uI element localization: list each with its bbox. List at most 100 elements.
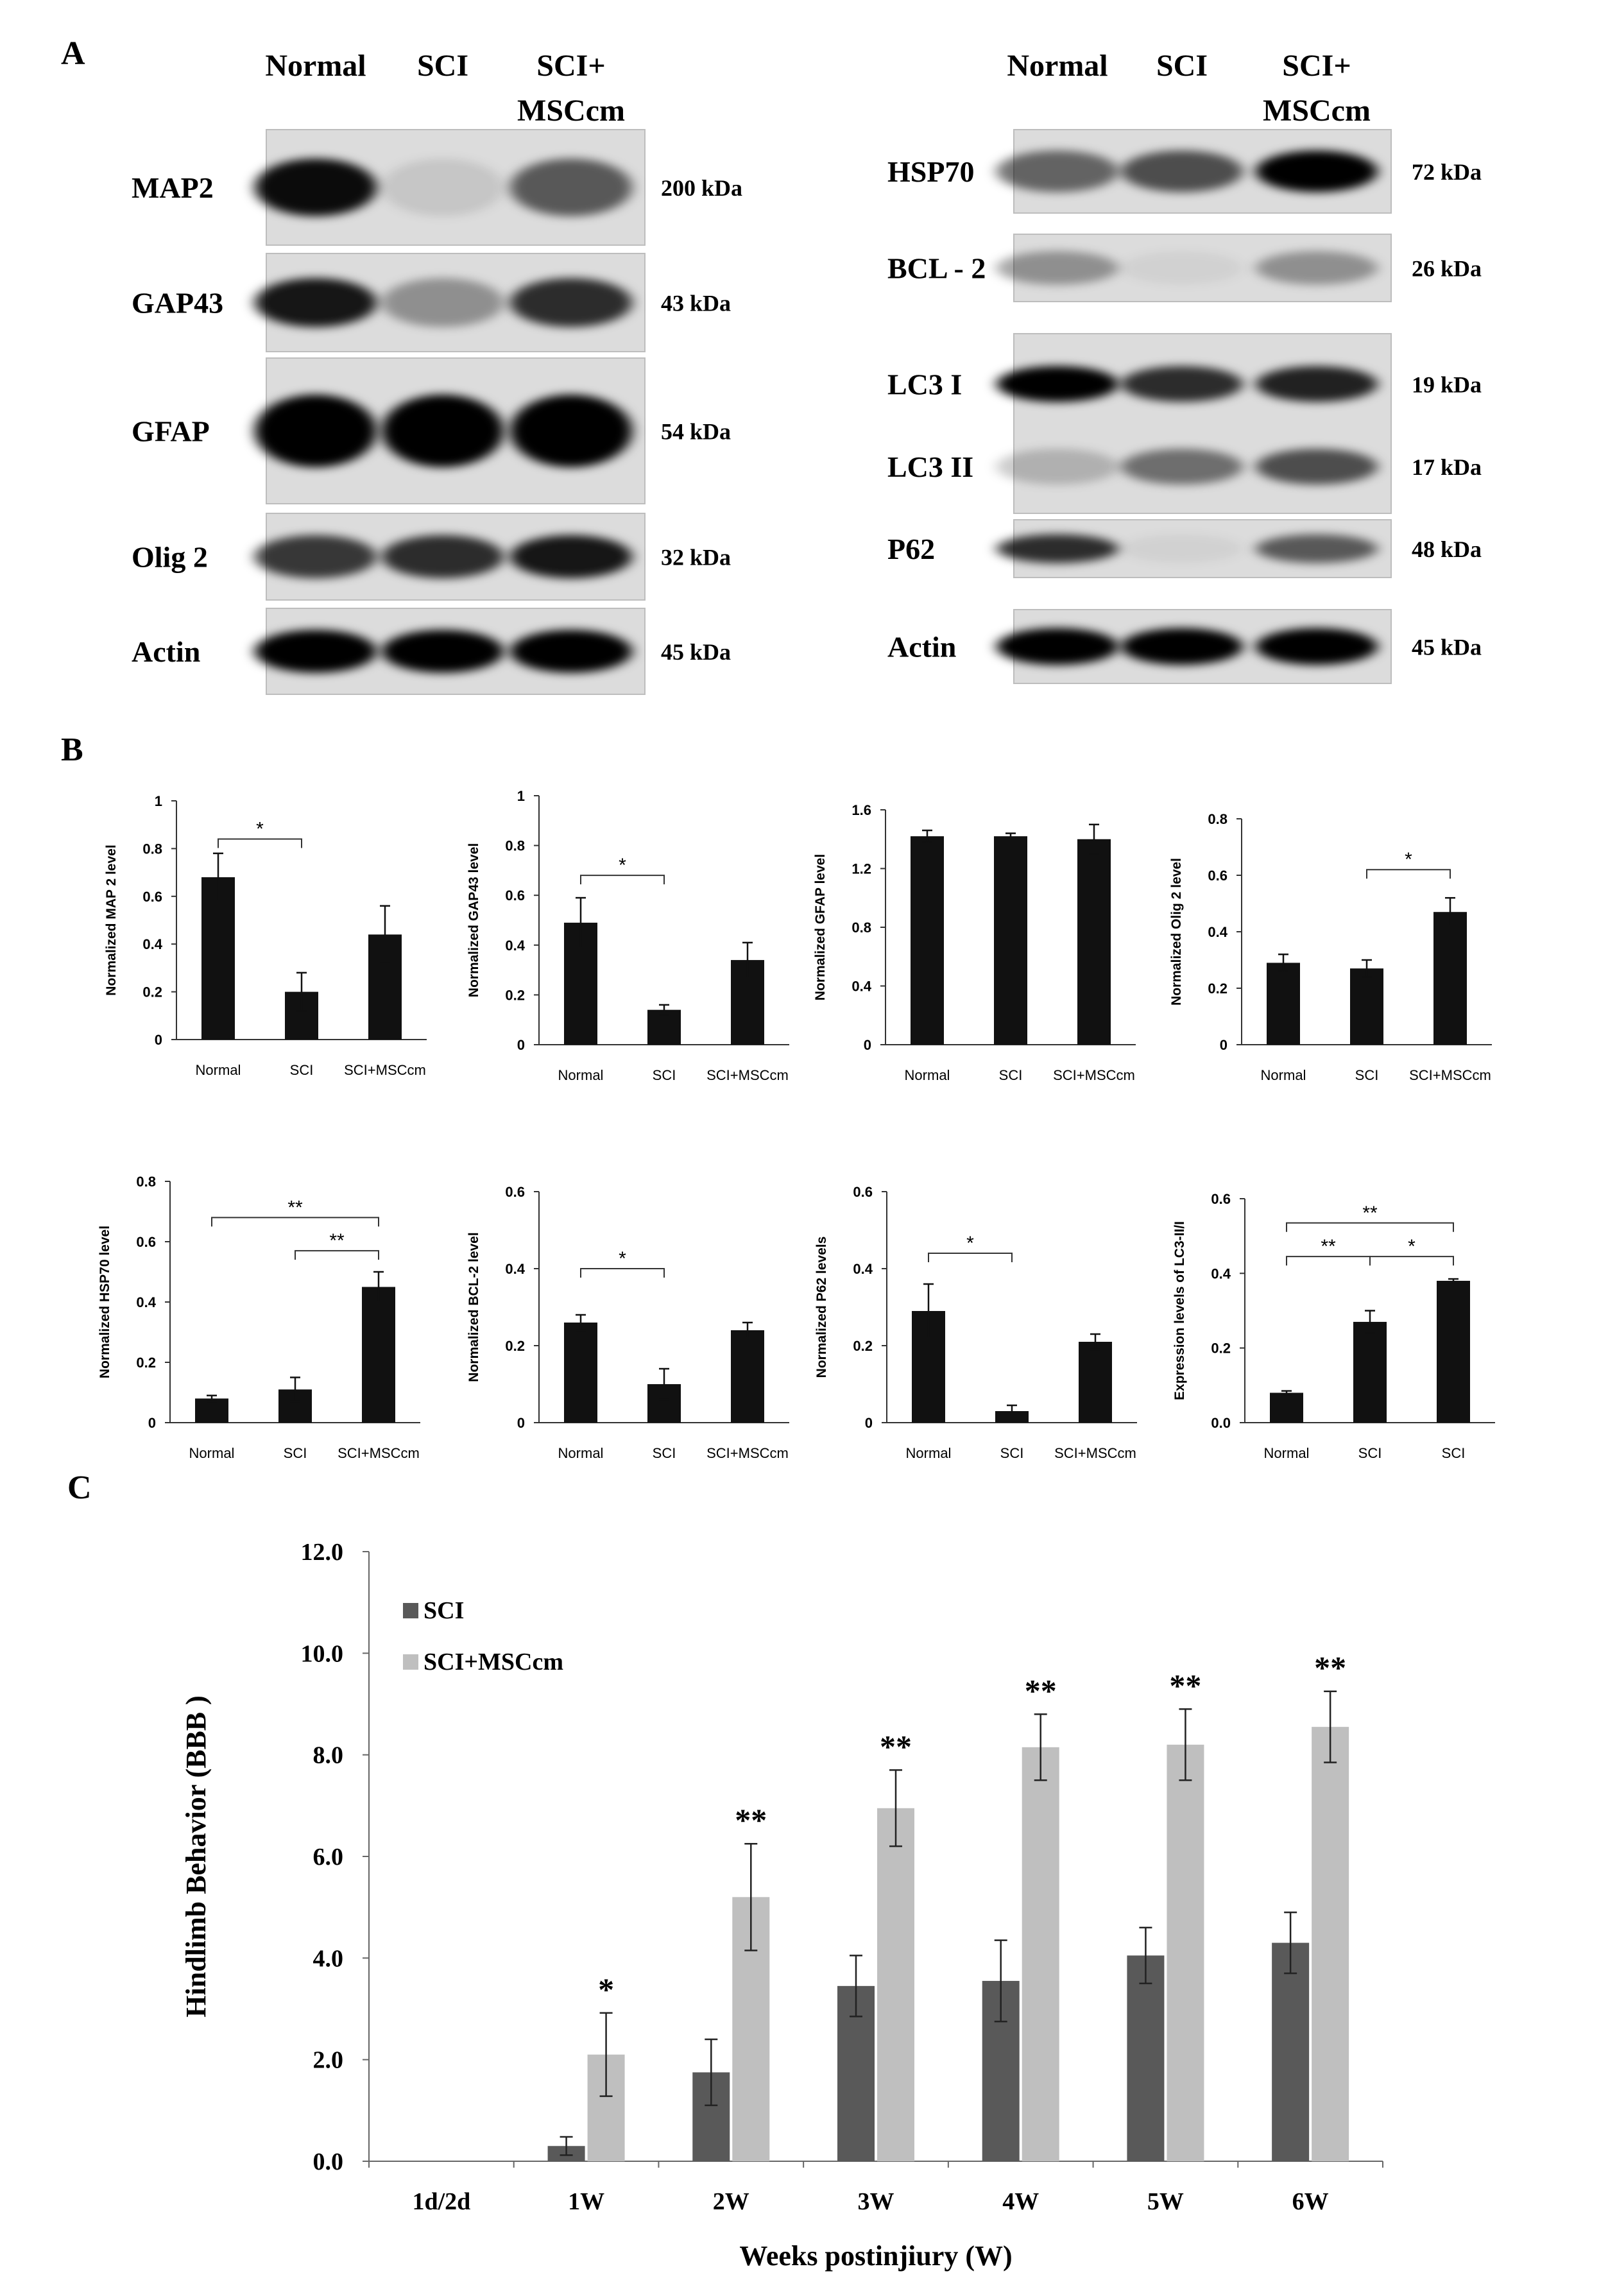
significance-mark: ** xyxy=(1321,1236,1336,1257)
blot-band xyxy=(997,366,1118,402)
chart-b-1: 0 0.2 0.4 0.6 0.8 1 Normalized MAP 2 level Norm… xyxy=(104,793,427,1078)
y-tick-label: 0 xyxy=(1220,1037,1228,1053)
bar xyxy=(1077,839,1111,1045)
blot-band xyxy=(510,158,632,216)
blot-band xyxy=(1256,150,1378,193)
category-label: SCI xyxy=(653,1445,676,1461)
blot-band xyxy=(255,394,377,468)
significance-bracket xyxy=(218,838,302,848)
lane-header-sci: SCI xyxy=(417,49,468,83)
y-tick-label: 0.2 xyxy=(136,1355,156,1371)
blot-band xyxy=(382,535,504,579)
blot-band xyxy=(1256,628,1378,665)
blot-kda-p62: 48 kDa xyxy=(1412,536,1482,562)
y-tick-label: 0 xyxy=(865,1415,873,1431)
bar xyxy=(994,836,1027,1045)
blot-band xyxy=(1256,449,1378,485)
y-tick-label: 0.2 xyxy=(505,1338,525,1354)
blot-band xyxy=(255,535,377,579)
blot-kda-bcl-2: 26 kDa xyxy=(1412,256,1482,282)
blot-label-map2: MAP2 xyxy=(132,171,214,204)
blot-band xyxy=(997,251,1118,285)
bar xyxy=(1267,963,1300,1045)
y-tick-label: 0.8 xyxy=(1208,811,1228,827)
blot-band xyxy=(382,278,504,327)
category-label: SCI+MSCcm xyxy=(706,1445,789,1461)
blot-label-gap43: GAP43 xyxy=(132,287,223,320)
significance-mark: ** xyxy=(880,1728,912,1764)
category-label: Normal xyxy=(558,1445,604,1461)
category-label: SCI xyxy=(284,1445,307,1461)
chart-b-3: 0 0.4 0.8 1.2 1.6 Normalized GFAP level Normal… xyxy=(813,802,1136,1083)
category-label: Normal xyxy=(905,1067,950,1083)
significance-mark: ** xyxy=(329,1230,345,1251)
bar-sci-msccm xyxy=(1312,1727,1349,2161)
category-label: 4W xyxy=(1002,2188,1039,2215)
y-tick-label: 1.2 xyxy=(851,861,871,877)
category-label: Normal xyxy=(558,1067,604,1083)
y-tick-label: 0.0 xyxy=(313,2148,344,2175)
category-label: SCI xyxy=(1442,1445,1466,1461)
y-tick-label: 0 xyxy=(864,1037,871,1053)
y-tick-label: 0.2 xyxy=(853,1338,873,1354)
lane-header-sci: SCI xyxy=(1156,49,1208,83)
y-tick-label: 0.4 xyxy=(1208,924,1228,940)
significance-mark: ** xyxy=(735,1802,767,1838)
bar xyxy=(1350,968,1383,1045)
y-tick-label: 10.0 xyxy=(301,1640,344,1667)
panel-a-label: A xyxy=(61,35,85,72)
y-tick-label: 1 xyxy=(155,793,162,809)
y-tick-label: 0.6 xyxy=(136,1234,156,1250)
category-label: Normal xyxy=(196,1062,241,1078)
y-tick-label: 0 xyxy=(148,1415,156,1431)
y-tick-label: 0.6 xyxy=(505,887,525,904)
chart-c: 0.02.04.06.08.010.012.0******* ** **1d/2d 1… xyxy=(180,1539,1383,2272)
y-tick-label: 0.4 xyxy=(1211,1265,1231,1281)
y-tick-label: 8.0 xyxy=(313,1742,344,1769)
bar xyxy=(362,1287,395,1423)
significance-mark: * xyxy=(966,1233,974,1254)
y-tick-label: 0.4 xyxy=(136,1294,156,1310)
bar xyxy=(201,877,235,1040)
panel-c-label: C xyxy=(67,1469,92,1506)
x-axis-label: Weeks postinjiury (W) xyxy=(739,2240,1012,2272)
significance-mark: ** xyxy=(287,1197,303,1218)
blot-band xyxy=(510,278,632,327)
category-label: 3W xyxy=(858,2188,894,2215)
y-tick-label: 0.4 xyxy=(505,1261,525,1277)
category-label: Normal xyxy=(1264,1445,1310,1461)
lane-header-normal: Normal xyxy=(265,49,366,83)
blot-kda-gfap: 54 kDa xyxy=(661,419,731,445)
category-label: SCI+MSCcm xyxy=(1054,1445,1136,1461)
category-label: SCI xyxy=(290,1062,314,1078)
significance-mark: ** xyxy=(1362,1203,1378,1224)
blot-kda-hsp70: 72 kDa xyxy=(1412,159,1482,185)
y-tick-label: 0.8 xyxy=(851,920,871,936)
blot-band xyxy=(997,628,1118,665)
y-tick-label: 0.6 xyxy=(1211,1191,1231,1207)
y-tick-label: 0.2 xyxy=(505,987,525,1003)
y-axis-label: Normalized GFAP level xyxy=(813,854,828,1000)
blot-band xyxy=(382,158,504,216)
category-label: 5W xyxy=(1147,2188,1184,2215)
y-tick-label: 0.4 xyxy=(853,1261,873,1277)
significance-bracket xyxy=(580,875,665,885)
y-axis-label: Normalized HSP70 level xyxy=(98,1226,112,1378)
significance-bracket xyxy=(928,1253,1013,1262)
y-tick-label: 12.0 xyxy=(301,1539,344,1566)
significance-bracket xyxy=(211,1217,379,1227)
bar xyxy=(911,836,944,1045)
category-label: 1W xyxy=(568,2188,604,2215)
bar xyxy=(647,1009,681,1045)
blot-band xyxy=(255,278,377,327)
lane-header-sci-msccm: SCI+ xyxy=(536,49,605,83)
category-label: 1d/2d xyxy=(412,2188,470,2215)
category-label: SCI xyxy=(1000,1445,1024,1461)
bar xyxy=(1433,912,1467,1045)
y-tick-label: 0.2 xyxy=(142,984,162,1000)
y-axis-label: Normalized MAP 2 level xyxy=(104,844,119,995)
significance-mark: * xyxy=(598,1971,614,2007)
blot-band xyxy=(997,449,1118,485)
y-axis-label: Normalized P62 levels xyxy=(814,1237,829,1378)
chart-b-2: 0 0.2 0.4 0.6 0.8 1 Normalized GAP43 level Norm… xyxy=(466,788,789,1083)
